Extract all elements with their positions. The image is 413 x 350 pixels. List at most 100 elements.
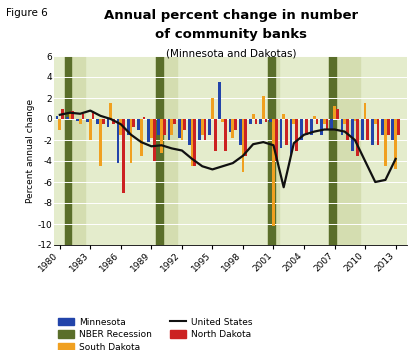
Bar — [79, 119, 81, 124]
Bar — [147, 119, 150, 142]
Bar — [330, 56, 360, 245]
Bar — [160, 119, 163, 153]
Bar — [300, 119, 303, 140]
Bar — [127, 119, 130, 135]
Bar — [157, 56, 177, 245]
Bar — [61, 108, 64, 119]
Bar — [191, 119, 193, 166]
Bar — [122, 119, 125, 192]
Bar — [71, 111, 74, 119]
Bar — [326, 119, 328, 130]
Bar — [107, 119, 109, 127]
Bar — [268, 56, 279, 245]
Bar — [330, 56, 336, 245]
Bar — [371, 119, 374, 145]
Bar — [229, 119, 231, 132]
Bar — [201, 119, 204, 135]
Bar — [268, 56, 275, 245]
Bar — [99, 119, 102, 166]
Bar — [275, 119, 278, 161]
Bar — [193, 119, 196, 166]
Bar — [249, 119, 252, 124]
Bar — [173, 119, 176, 124]
Bar — [377, 119, 380, 145]
Bar — [244, 119, 247, 156]
Bar — [109, 103, 112, 119]
Bar — [346, 119, 349, 140]
Text: (Minnesota and Dakotas): (Minnesota and Dakotas) — [166, 48, 297, 58]
Bar — [221, 119, 224, 122]
Bar — [316, 119, 318, 124]
Bar — [364, 103, 366, 119]
Bar — [65, 56, 71, 245]
Bar — [130, 119, 133, 163]
Bar — [280, 119, 282, 148]
Bar — [397, 119, 400, 135]
Bar — [188, 119, 191, 145]
Bar — [381, 119, 384, 135]
Bar — [254, 119, 257, 124]
Bar — [92, 111, 95, 119]
Bar — [142, 117, 145, 119]
Bar — [336, 108, 339, 119]
Bar — [272, 119, 275, 226]
Bar — [163, 119, 166, 135]
Bar — [265, 119, 268, 122]
Bar — [117, 119, 119, 163]
Bar — [310, 119, 313, 135]
Bar — [178, 119, 180, 138]
Bar — [58, 119, 61, 130]
Bar — [214, 119, 216, 150]
Bar — [218, 82, 221, 119]
Bar — [323, 119, 326, 124]
Bar — [333, 106, 336, 119]
Bar — [239, 119, 242, 145]
Bar — [224, 119, 227, 150]
Bar — [89, 119, 92, 140]
Bar — [356, 119, 359, 156]
Bar — [81, 114, 84, 119]
Bar — [252, 114, 254, 119]
Bar — [102, 119, 104, 124]
Bar — [112, 119, 115, 124]
Bar — [313, 116, 316, 119]
Bar — [180, 119, 183, 140]
Legend: Minnesota, NBER Recession, South Dakota, United States, North Dakota: Minnesota, NBER Recession, South Dakota,… — [58, 317, 252, 350]
Bar — [366, 119, 369, 140]
Bar — [119, 119, 122, 135]
Bar — [231, 119, 234, 138]
Bar — [351, 119, 354, 150]
Bar — [183, 119, 186, 130]
Bar — [211, 98, 214, 119]
Bar — [354, 119, 356, 121]
Bar — [394, 119, 397, 169]
Bar — [320, 119, 323, 135]
Bar — [168, 119, 170, 140]
Bar — [285, 119, 288, 145]
Bar — [384, 119, 387, 166]
Bar — [343, 119, 346, 124]
Bar — [140, 119, 142, 156]
Bar — [392, 119, 394, 140]
Text: Annual percent change in number: Annual percent change in number — [104, 9, 358, 22]
Bar — [374, 119, 377, 124]
Bar — [137, 119, 140, 130]
Bar — [69, 114, 71, 119]
Bar — [153, 119, 156, 161]
Bar — [387, 119, 389, 135]
Bar — [56, 116, 58, 119]
Bar — [361, 119, 364, 140]
Bar — [76, 119, 79, 121]
Bar — [269, 119, 272, 122]
Bar — [170, 119, 173, 135]
Bar — [157, 119, 160, 135]
Bar — [330, 119, 333, 130]
Bar — [290, 119, 292, 156]
Bar — [234, 119, 237, 130]
Bar — [198, 119, 201, 140]
Bar — [341, 119, 343, 135]
Bar — [208, 119, 211, 135]
Bar — [242, 119, 244, 172]
Bar — [150, 119, 153, 138]
Bar — [86, 119, 89, 122]
